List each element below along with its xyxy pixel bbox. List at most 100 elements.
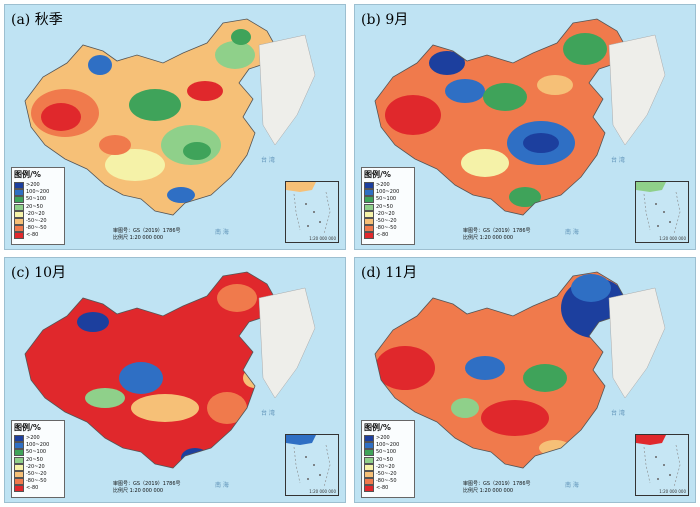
- legend-label: -50~-20: [26, 471, 47, 478]
- map-credit: 审图号：GS（2019）1786号 比例尺 1:20 000 000: [463, 228, 531, 242]
- legend-swatch: [14, 182, 24, 190]
- legend-item: 100~200: [14, 442, 62, 450]
- legend-label: 20~50: [26, 203, 43, 210]
- credit-line: 审图号：GS（2019）1786号: [113, 228, 181, 234]
- legend-title: 图例/%: [364, 170, 391, 179]
- legend-label: 20~50: [376, 203, 393, 210]
- legend-label: -80~-50: [26, 225, 47, 232]
- precipitation-anomaly-map: [5, 5, 345, 249]
- sea-label-taiwan: 台 湾: [261, 410, 275, 417]
- legend-item: >200: [14, 182, 62, 190]
- map-credit: 审图号：GS（2019）1786号 比例尺 1:20 000 000: [113, 228, 181, 242]
- south-china-sea-inset: 1:20 000 000: [635, 181, 689, 243]
- sea-label-south-china-sea: 南 海: [565, 482, 579, 489]
- legend-label: -80~-50: [26, 478, 47, 485]
- legend-swatch: [364, 189, 374, 197]
- legend-swatch: [14, 218, 24, 226]
- legend-item: 100~200: [14, 189, 62, 197]
- legend-item: 20~50: [364, 456, 412, 464]
- legend-item: 50~100: [14, 196, 62, 204]
- legend-swatch: [364, 456, 374, 464]
- inset-scale: 1:20 000 000: [659, 489, 686, 494]
- legend-item: -20~20: [14, 210, 62, 218]
- inset-map: [636, 182, 681, 235]
- map-credit: 审图号：GS（2019）1786号 比例尺 1:20 000 000: [113, 481, 181, 495]
- legend-item: >200: [364, 435, 412, 443]
- inset-scale: 1:20 000 000: [309, 489, 336, 494]
- legend-swatch: [14, 485, 24, 493]
- legend-item: 50~100: [364, 449, 412, 457]
- sea-label-south-china-sea: 南 海: [565, 229, 579, 236]
- legend-swatch: [14, 478, 24, 486]
- legend-label: -50~-20: [376, 218, 397, 225]
- credit-line: 比例尺 1:20 000 000: [463, 235, 514, 241]
- panel-label: (b) 9月: [361, 12, 409, 28]
- legend-label: -50~-20: [376, 471, 397, 478]
- map-panel-october: (c) 10月 台 湾 南 海 图例/% >200 100~200 50~100…: [4, 257, 346, 503]
- legend-item: >200: [14, 435, 62, 443]
- legend-item: >200: [364, 182, 412, 190]
- legend-title: 图例/%: [14, 170, 41, 179]
- legend-label: 100~200: [376, 189, 400, 196]
- legend-swatch: [14, 471, 24, 479]
- legend-swatch: [14, 456, 24, 464]
- legend-item: <-80: [14, 232, 62, 240]
- legend-swatch: [364, 463, 374, 471]
- legend-item: <-80: [364, 232, 412, 240]
- legend-item: -80~-50: [14, 478, 62, 486]
- legend-swatch: [364, 218, 374, 226]
- map-panel-september: (b) 9月 台 湾 南 海 图例/% >200 100~200 50~100 …: [354, 4, 696, 250]
- legend-label: 20~50: [26, 456, 43, 463]
- map-credit: 审图号：GS（2019）1786号 比例尺 1:20 000 000: [463, 481, 531, 495]
- legend-label: 50~100: [376, 449, 397, 456]
- legend-swatch: [14, 203, 24, 211]
- legend-item: <-80: [14, 485, 62, 493]
- legend: 图例/% >200 100~200 50~100 20~50 -20~20 -5…: [361, 420, 415, 498]
- legend-item: 50~100: [14, 449, 62, 457]
- legend-label: 50~100: [26, 449, 47, 456]
- legend-swatch: [364, 210, 374, 218]
- legend-item: -80~-50: [14, 225, 62, 233]
- legend-label: <-80: [26, 485, 39, 492]
- map-panel-autumn: (a) 秋季 台 湾 南 海 图例/% >200 100~200 50~100 …: [4, 4, 346, 250]
- sea-label-taiwan: 台 湾: [261, 157, 275, 164]
- legend-label: -80~-50: [376, 225, 397, 232]
- south-china-sea-inset: 1:20 000 000: [285, 181, 339, 243]
- legend-label: 100~200: [26, 442, 50, 449]
- legend-label: >200: [376, 182, 390, 189]
- legend-swatch: [364, 442, 374, 450]
- legend-item: -80~-50: [364, 478, 412, 486]
- inset-scale: 1:20 000 000: [309, 236, 336, 241]
- legend-label: -20~20: [26, 463, 45, 470]
- legend: 图例/% >200 100~200 50~100 20~50 -20~20 -5…: [11, 420, 65, 498]
- legend-swatch: [14, 463, 24, 471]
- legend-swatch: [14, 196, 24, 204]
- credit-line: 审图号：GS（2019）1786号: [113, 481, 181, 487]
- legend-swatch: [364, 225, 374, 233]
- panel-label: (a) 秋季: [11, 12, 63, 28]
- legend-swatch: [364, 196, 374, 204]
- legend-swatch: [364, 435, 374, 443]
- sea-label-taiwan: 台 湾: [611, 157, 625, 164]
- legend-item: 100~200: [364, 189, 412, 197]
- legend-label: -80~-50: [376, 478, 397, 485]
- legend-swatch: [364, 471, 374, 479]
- map-panel-november: (d) 11月 台 湾 南 海 图例/% >200 100~200 50~100…: [354, 257, 696, 503]
- legend-label: <-80: [26, 232, 39, 239]
- legend-item: -80~-50: [364, 225, 412, 233]
- legend-swatch: [14, 210, 24, 218]
- legend: 图例/% >200 100~200 50~100 20~50 -20~20 -5…: [361, 167, 415, 245]
- legend-title: 图例/%: [14, 423, 41, 432]
- legend-label: >200: [376, 435, 390, 442]
- legend-label: 50~100: [26, 196, 47, 203]
- inset-map: [636, 435, 681, 488]
- legend-item: 20~50: [364, 203, 412, 211]
- legend-label: -20~20: [26, 210, 45, 217]
- legend-label: <-80: [376, 232, 389, 239]
- legend-item: -20~20: [14, 463, 62, 471]
- sea-label-south-china-sea: 南 海: [215, 229, 229, 236]
- inset-map: [286, 182, 331, 235]
- legend-item: <-80: [364, 485, 412, 493]
- credit-line: 审图号：GS（2019）1786号: [463, 228, 531, 234]
- legend: 图例/% >200 100~200 50~100 20~50 -20~20 -5…: [11, 167, 65, 245]
